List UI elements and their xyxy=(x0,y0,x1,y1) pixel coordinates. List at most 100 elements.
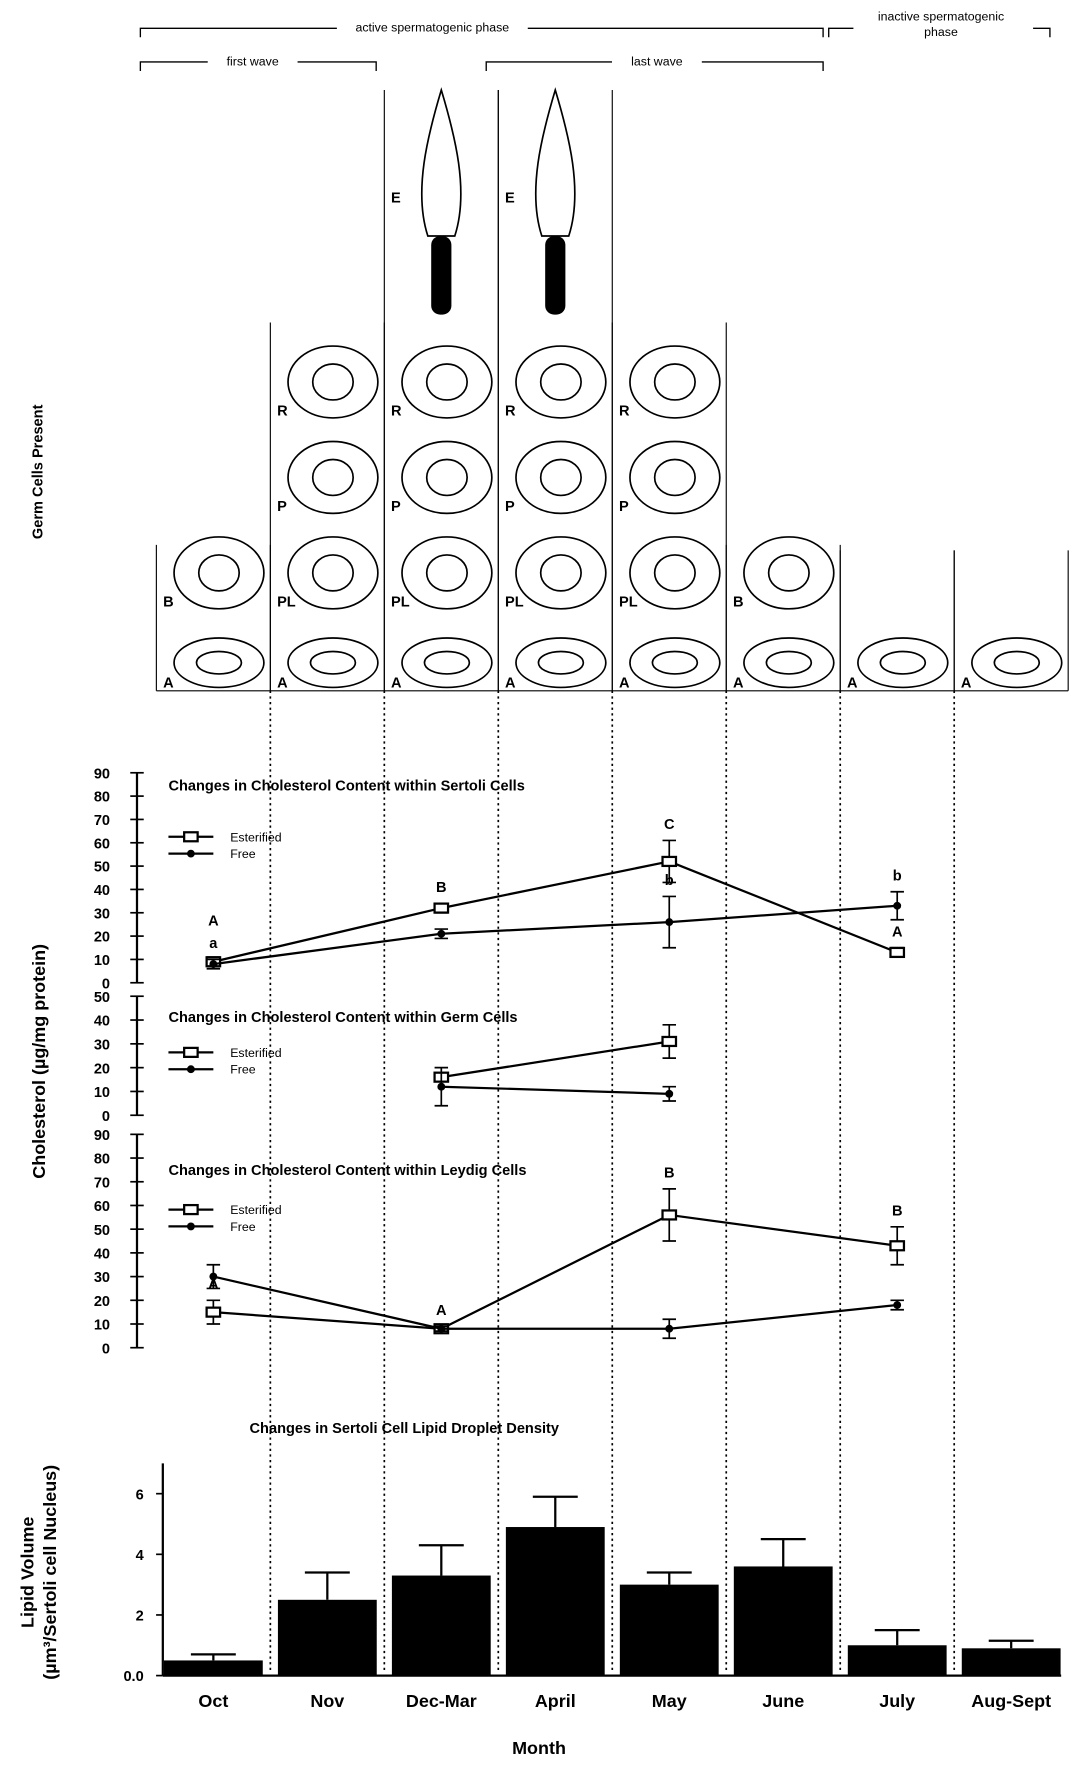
nucleus xyxy=(425,363,468,401)
y-tick-label: 40 xyxy=(94,1246,110,1262)
y-tick-label: 50 xyxy=(94,990,110,1006)
y-tick-label: 70 xyxy=(94,813,110,829)
phase-label: active spermatogenic phase xyxy=(355,21,509,35)
nucleus xyxy=(425,458,468,497)
cell xyxy=(629,440,721,515)
error-bar xyxy=(532,1495,578,1528)
y-tick-label: 20 xyxy=(94,930,110,946)
y-tick-label: 6 xyxy=(136,1487,144,1503)
cell xyxy=(743,536,835,610)
error-bar xyxy=(760,1538,806,1567)
marker xyxy=(186,1222,195,1231)
legend-label: Esterified xyxy=(230,1046,282,1060)
bar xyxy=(619,1584,719,1676)
bracket-gap xyxy=(853,6,1034,46)
cell xyxy=(173,536,265,610)
error-bar xyxy=(190,1653,236,1661)
cell xyxy=(515,345,607,419)
point-label: A xyxy=(436,1303,447,1319)
cell-label: PL xyxy=(505,595,524,611)
series-segment xyxy=(669,1303,898,1330)
cell-label: P xyxy=(505,499,515,515)
phase-label: last wave xyxy=(631,54,683,68)
marker xyxy=(205,1306,222,1318)
phase-label: phase xyxy=(924,25,958,39)
y-tick-label: 40 xyxy=(94,1014,110,1030)
bar xyxy=(961,1648,1061,1676)
y-tick-label: 0 xyxy=(102,1109,110,1125)
cell xyxy=(287,440,379,515)
marker xyxy=(661,1209,678,1221)
cell xyxy=(287,345,379,419)
cell-label: A xyxy=(391,675,402,691)
point-label: A xyxy=(892,925,903,941)
y-tick-label: 90 xyxy=(94,766,110,782)
cell-label: PL xyxy=(391,595,410,611)
cell xyxy=(401,345,493,419)
series-segment xyxy=(441,860,670,910)
series-segment xyxy=(440,1213,670,1330)
cell-label: A xyxy=(847,675,858,691)
error-bar xyxy=(874,1628,920,1646)
bracket-gap xyxy=(611,54,702,70)
error-bar xyxy=(646,1571,692,1585)
x-tick-label: Nov xyxy=(310,1691,344,1711)
marker xyxy=(661,1035,678,1048)
cell xyxy=(401,637,493,689)
error-bar xyxy=(418,1544,464,1576)
y-tick-label: 10 xyxy=(94,1085,110,1101)
point-label: B xyxy=(436,880,447,896)
y-tick-label: 60 xyxy=(94,836,110,852)
marker xyxy=(186,1065,195,1074)
marker xyxy=(183,831,199,843)
nucleus xyxy=(539,458,582,497)
y-tick-label: 30 xyxy=(94,906,110,922)
spermatid-tail xyxy=(431,236,452,315)
cell-label: E xyxy=(391,190,401,206)
cell-label: E xyxy=(505,190,515,206)
series-segment xyxy=(213,932,442,966)
cell-label: A xyxy=(277,675,288,691)
nucleus xyxy=(425,554,468,592)
cell xyxy=(971,637,1063,689)
marker xyxy=(661,855,678,868)
marker xyxy=(437,1082,446,1091)
marker xyxy=(893,1301,902,1309)
series-segment xyxy=(213,1311,442,1330)
y-tick-label: 10 xyxy=(94,1318,110,1334)
series-segment xyxy=(441,1085,670,1095)
bar xyxy=(163,1660,263,1676)
x-axis-label: Month xyxy=(512,1738,566,1758)
cell-label: A xyxy=(163,675,174,691)
cell-label: R xyxy=(277,404,288,420)
y-axis-label: Lipid Volume xyxy=(18,1517,38,1628)
nucleus xyxy=(539,363,582,401)
legend-label: Free xyxy=(230,847,256,861)
series-segment xyxy=(213,907,442,963)
y-tick-label: 30 xyxy=(94,1270,110,1286)
marker xyxy=(183,1203,199,1216)
legend-label: Esterified xyxy=(230,1203,282,1217)
marker xyxy=(209,1272,218,1281)
error-bar xyxy=(988,1639,1034,1649)
marker xyxy=(437,1324,446,1333)
x-tick-label: April xyxy=(535,1691,576,1711)
nucleus xyxy=(309,650,357,675)
cell xyxy=(515,440,607,515)
cell xyxy=(287,637,379,689)
y-tick-label: 10 xyxy=(94,953,110,969)
cell xyxy=(287,536,379,610)
y-tick-label: 90 xyxy=(94,1128,110,1144)
cell xyxy=(515,536,607,610)
diagram-ylabel: Germ Cells Present xyxy=(31,404,47,539)
y-tick-label: 2 xyxy=(136,1609,144,1625)
series-segment xyxy=(669,1213,898,1247)
y-tick-label: 40 xyxy=(94,883,110,899)
y-tick-label: 60 xyxy=(94,1199,110,1215)
cell xyxy=(629,536,721,610)
point-label: B xyxy=(664,1166,675,1182)
chart-title: Changes in Cholesterol Content within Ge… xyxy=(168,1010,517,1026)
cell-label: PL xyxy=(277,595,296,611)
y-tick-label: 20 xyxy=(94,1294,110,1310)
